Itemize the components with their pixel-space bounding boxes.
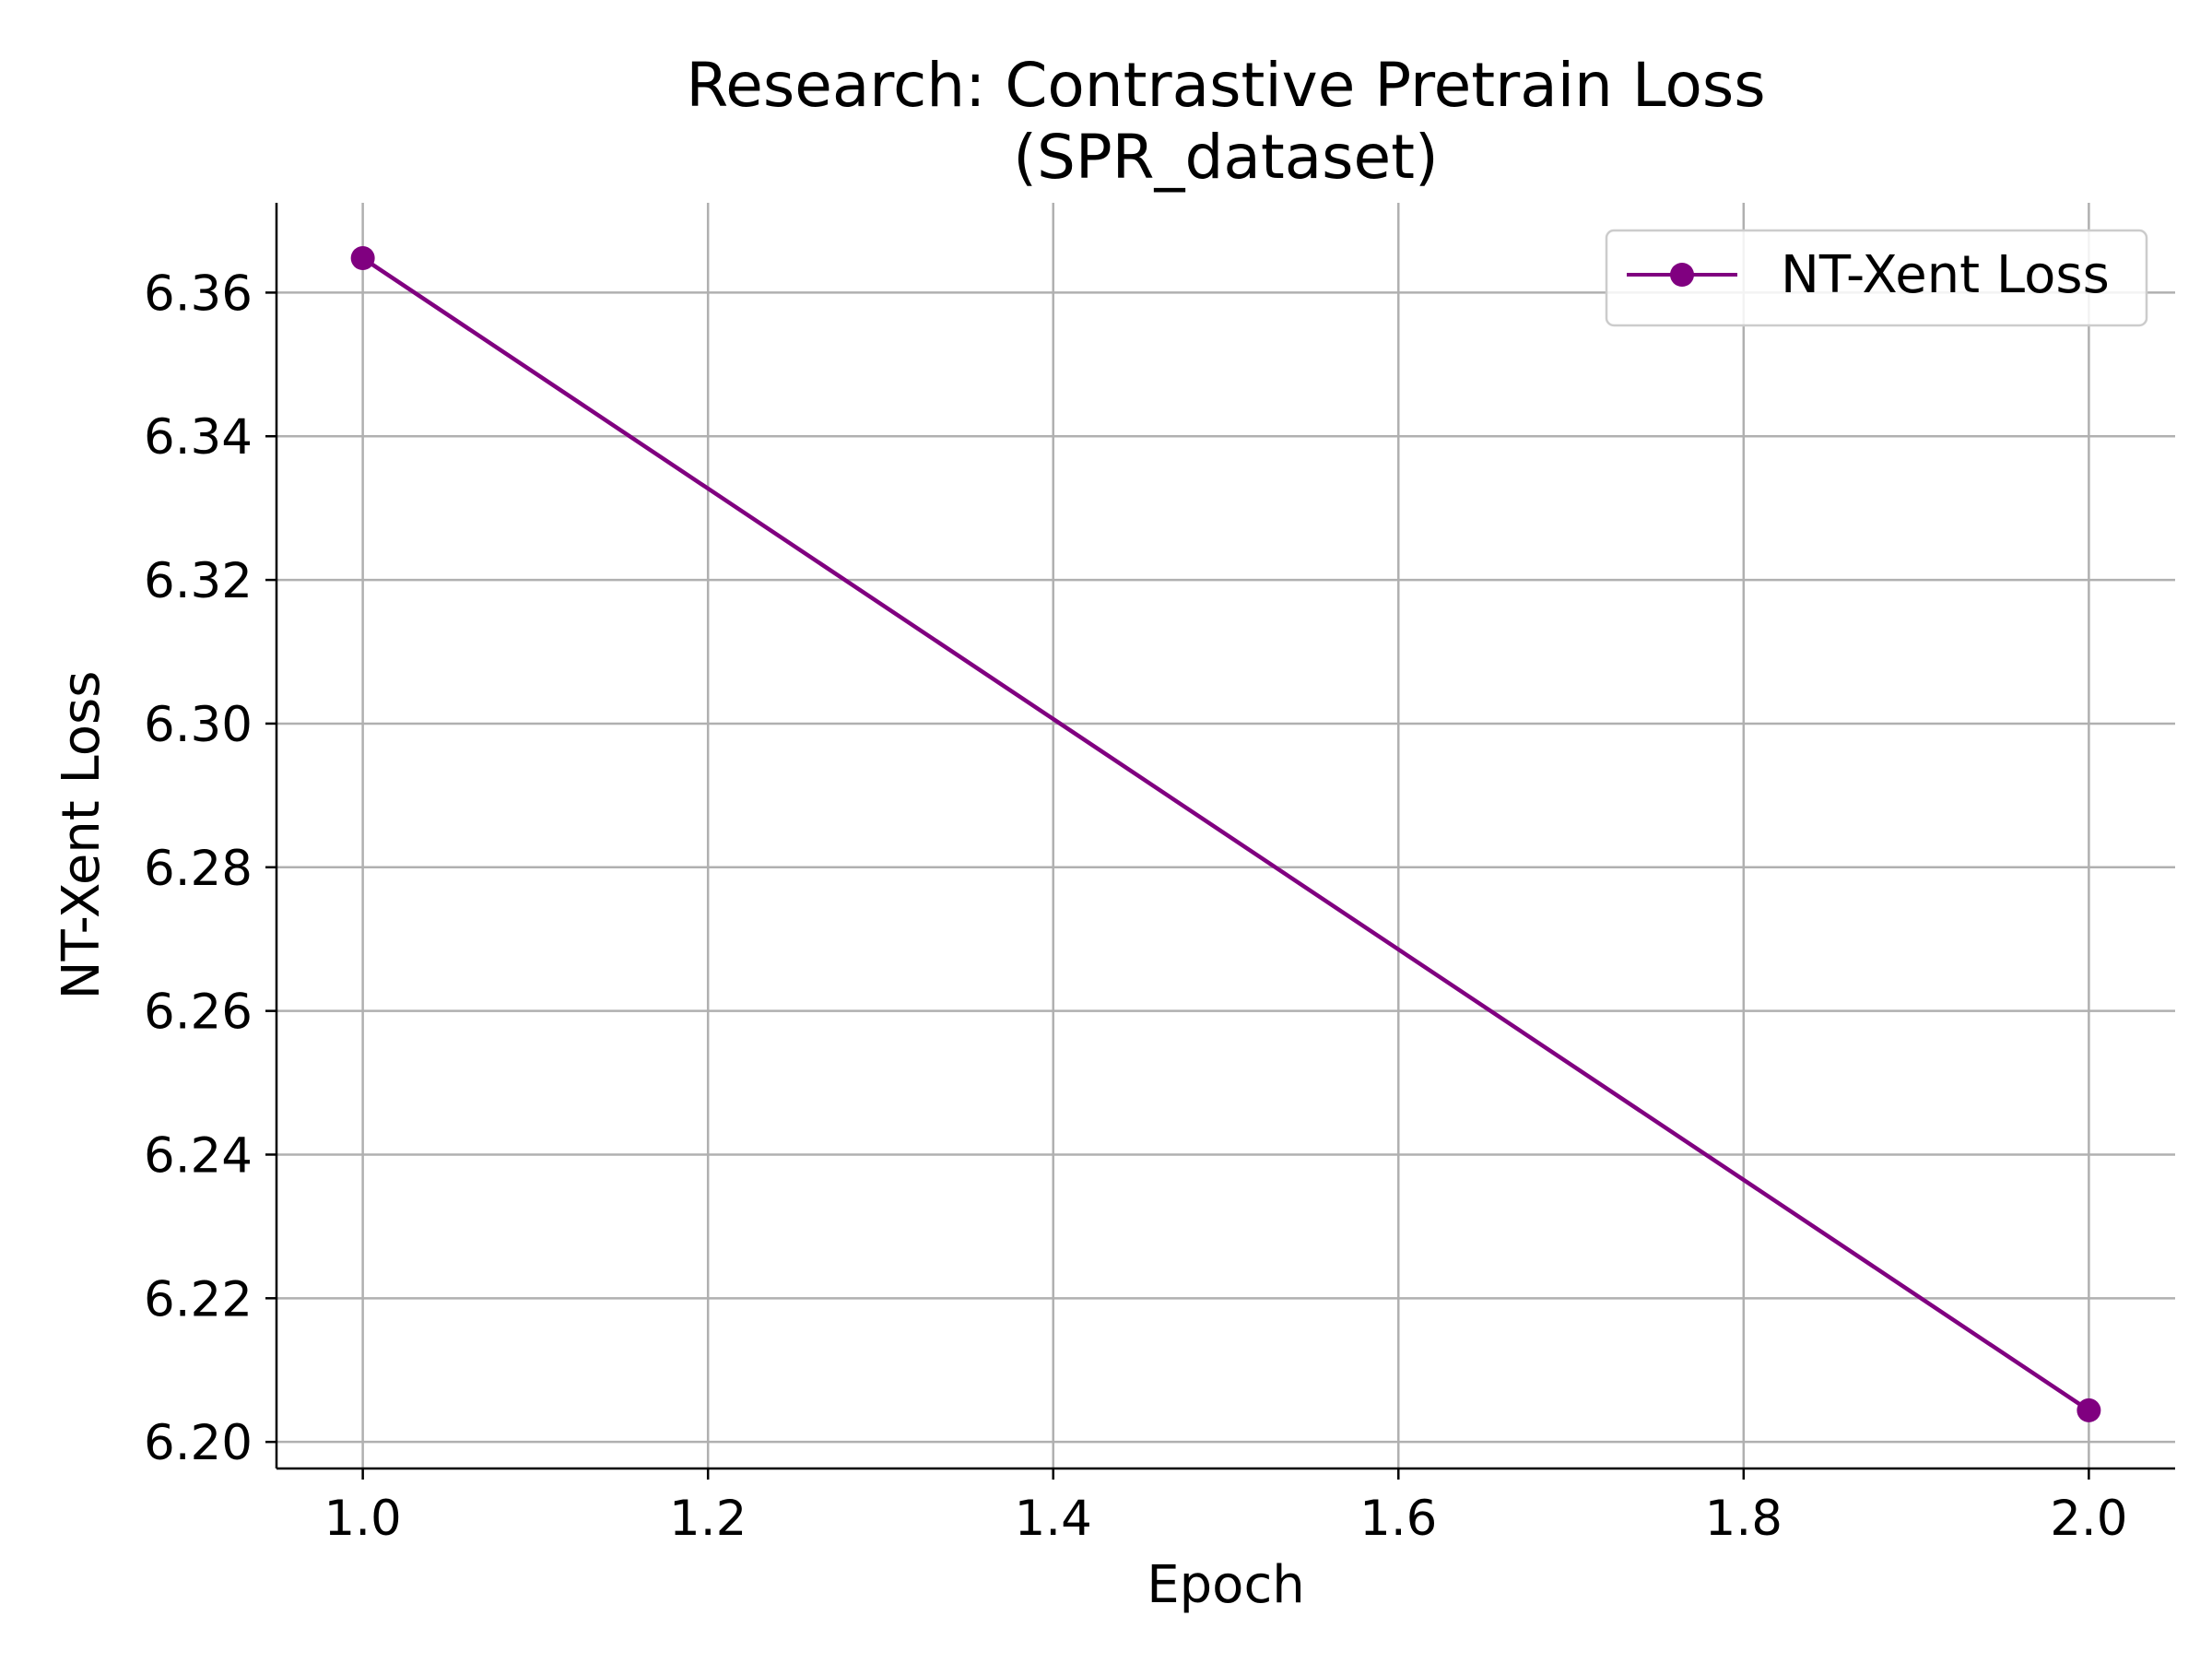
series-layer [350,246,2101,1422]
y-tick-label: 6.24 [144,1127,253,1184]
series-line [360,255,2091,1413]
y-tick-label: 6.26 [144,985,253,1041]
x-tick-label: 1.6 [1359,1491,1437,1547]
legend-label: NT-Xent Loss [1781,245,2110,305]
data-point-marker [2077,1398,2101,1422]
x-tick-label: 1.2 [669,1491,747,1547]
axes [275,203,2175,1470]
legend-marker-swatch [1670,263,1694,287]
y-tick-label: 6.20 [144,1415,253,1471]
axis-ticks: 1.0 1.2 1.4 1.6 1.8 2.0 6.20 6.22 6.24 6.26 6.28 6.… [144,265,2128,1547]
y-axis-label: NT-Xent Loss [52,671,112,1000]
x-axis-label: Epoch [1147,1555,1304,1615]
x-tick-label: 1.0 [324,1491,401,1547]
legend: NT-Xent Loss [1605,229,2148,327]
legend-frame [1605,229,2148,327]
y-tick-label: 6.36 [144,265,253,322]
y-tick-label: 6.28 [144,841,253,897]
grid-lines [276,203,2175,1468]
y-tick-label: 6.32 [144,553,253,609]
x-tick-label: 1.4 [1015,1491,1092,1547]
x-tick-label: 1.8 [1705,1491,1783,1547]
y-tick-label: 6.22 [144,1271,253,1327]
chart-title-line-2: (SPR_dataset) [1013,122,1439,193]
data-point-marker [350,246,375,271]
chart-title-line-1: Research: Contrastive Pretrain Loss [686,50,1765,121]
y-tick-label: 6.34 [144,409,253,466]
y-tick-label: 6.30 [144,697,253,753]
x-tick-label: 2.0 [2050,1491,2127,1547]
